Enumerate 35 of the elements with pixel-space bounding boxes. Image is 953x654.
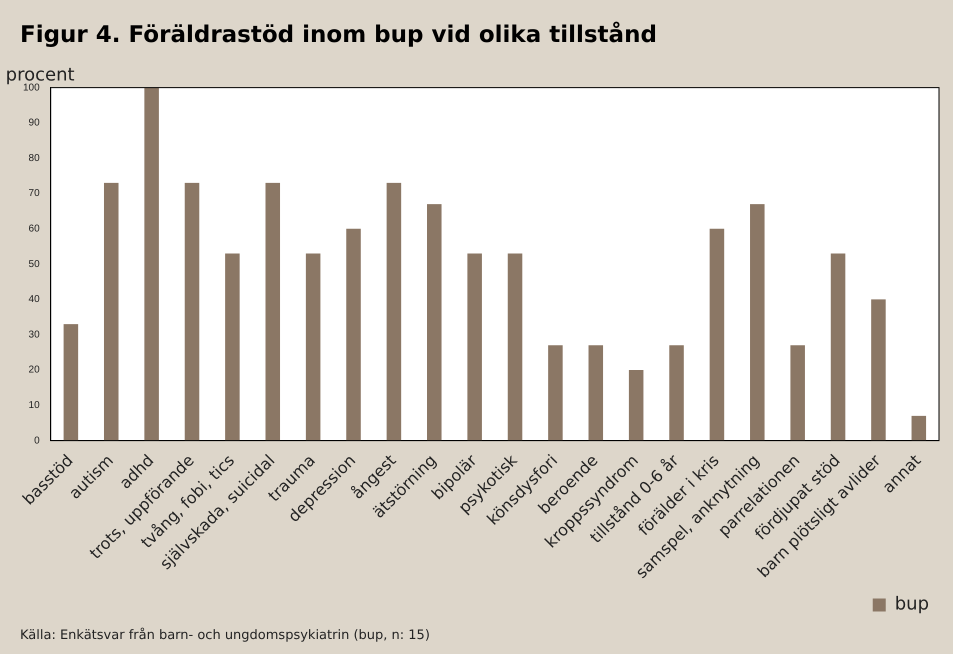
bar — [225, 254, 240, 441]
text: Källa: Enkätsvar från barn- och ungdomspsykiatrin (bup, n: 15) — [20, 628, 430, 643]
bar — [64, 324, 78, 441]
bar — [710, 228, 724, 441]
bar — [467, 254, 482, 441]
y-tick-label: 70 — [28, 188, 40, 200]
y-tick-label: 50 — [28, 258, 40, 270]
bar — [548, 345, 563, 441]
bar — [144, 88, 159, 441]
legend-label: bup — [894, 594, 930, 615]
bar — [427, 204, 442, 441]
bar — [386, 182, 402, 441]
bar — [104, 182, 119, 441]
bar — [750, 204, 765, 441]
bar — [184, 182, 200, 441]
bar — [508, 254, 522, 441]
y-tick-label: 20 — [28, 364, 40, 376]
bar — [346, 228, 361, 441]
bar — [588, 345, 604, 441]
chart-title: Figur 4. Föräldrastöd inom bup vid olika tillstånd — [20, 20, 657, 48]
bar — [830, 254, 846, 441]
y-tick-label: 40 — [28, 294, 40, 306]
bar — [265, 182, 280, 441]
bar — [871, 299, 886, 441]
y-tick-label: 30 — [28, 329, 40, 340]
bar — [306, 254, 320, 441]
y-tick-label: 0 — [34, 435, 40, 446]
bar — [669, 345, 684, 441]
bar — [912, 416, 926, 441]
y-tick-label: 80 — [28, 152, 40, 164]
y-tick-label: 10 — [28, 400, 40, 412]
bar — [790, 345, 805, 441]
y-tick-label: 60 — [28, 224, 40, 235]
y-tick-label: 90 — [28, 118, 40, 129]
bar — [628, 370, 644, 441]
